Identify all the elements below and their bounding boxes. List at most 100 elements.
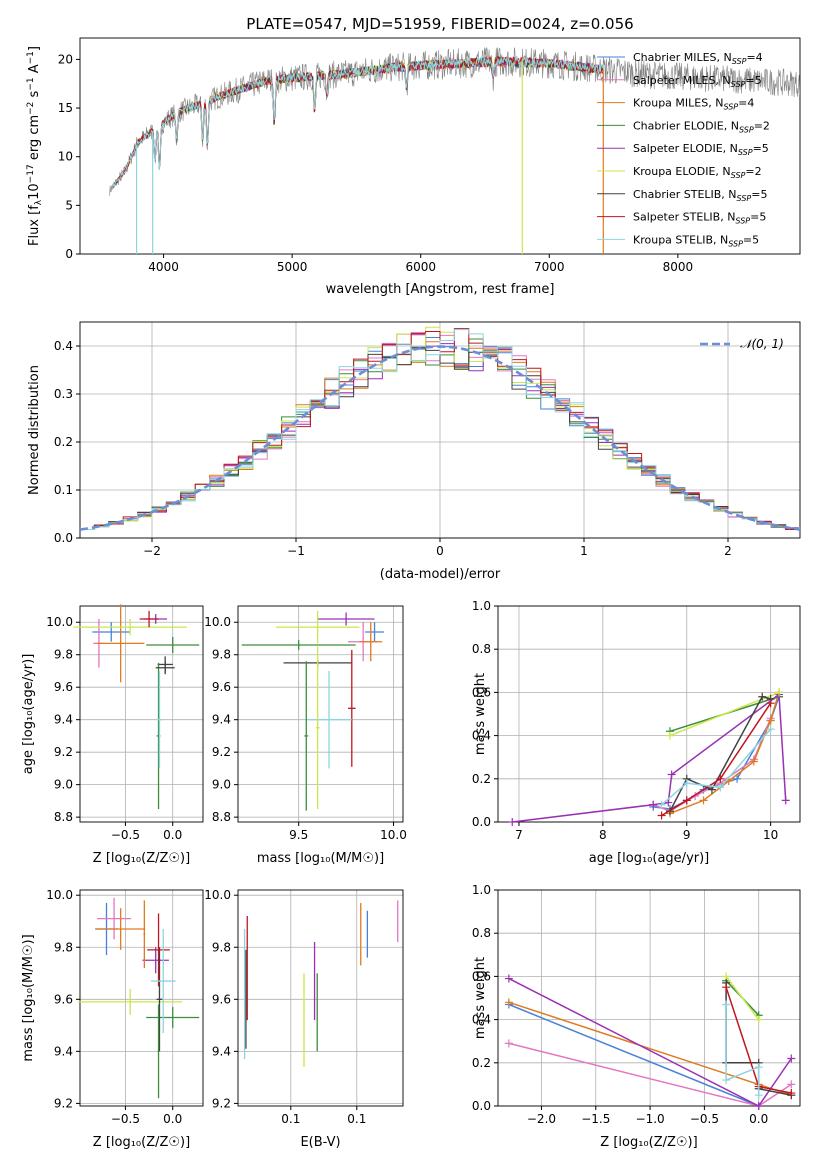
legend-label: Chabrier STELIB, NSSP=5: [633, 188, 767, 203]
y-axis-label-part: s: [27, 90, 42, 101]
weight-line: [652, 718, 772, 813]
legend-text: Kroupa ELODIE, N: [633, 165, 731, 178]
ytick-label: 0.0: [472, 1099, 491, 1113]
y-axis-label: mass weight: [473, 673, 488, 755]
legend-text: Salpeter MILES, N: [633, 74, 731, 87]
y-axis-label: Flux [fλ10−17 erg cm−2 s−1 A−1]: [26, 46, 44, 246]
legend-label: Chabrier MILES, NSSP=4: [633, 51, 763, 66]
weight-line: [725, 975, 760, 1021]
xtick-label: 0.1: [347, 1112, 366, 1126]
y-axis-label-part: 10: [27, 183, 42, 200]
weight-marker: [722, 983, 731, 992]
ytick-label: 10.0: [204, 888, 231, 902]
figure-title: PLATE=0547, MJD=51959, FIBERID=0024, z=0…: [246, 15, 633, 33]
weight-marker: [699, 796, 708, 805]
axes-frame: [237, 889, 404, 1107]
weight-marker: [766, 725, 775, 734]
axes-weight-vs-Z: −2.0 −1.5 −1.0 −0.5 0.0 0.0 0.2 0.4 0.6 0.8 1.0 Z […: [472, 883, 801, 1150]
ytick-label: 0.2: [54, 435, 73, 449]
xtick-label: −1.0: [636, 1112, 665, 1126]
xtick-label: 10: [763, 828, 778, 842]
xtick-label: −1.5: [581, 1112, 610, 1126]
weight-line: [725, 1004, 760, 1096]
weight-marker: [682, 779, 691, 788]
legend-label: Chabrier ELODIE, NSSP=2: [633, 119, 770, 134]
weight-marker: [781, 796, 790, 805]
y-axis-label-part: −17: [26, 164, 36, 183]
ytick-label: 15: [58, 101, 73, 115]
weight-marker: [504, 1039, 513, 1048]
model-spectrum-line: [111, 56, 604, 190]
ytick-label: 10.0: [46, 888, 73, 902]
x-axis-label: age [log₁₀(age/yr)]: [589, 851, 710, 866]
legend-sub: SSP: [737, 194, 752, 203]
legend-label: 𝒩(0, 1): [740, 337, 784, 351]
axes-frame: [79, 605, 204, 823]
legend-text: Kroupa MILES, N: [633, 97, 723, 110]
xtick-label: 0.0: [163, 828, 182, 842]
legend-eq: =4: [738, 97, 754, 110]
xtick-label: −0.5: [111, 828, 140, 842]
weight-marker: [722, 1076, 731, 1085]
ytick-label: 9.2: [212, 1096, 231, 1110]
legend-sub: SSP: [731, 80, 746, 89]
x-axis-label: Z [log₁₀(Z/Z☉)]: [93, 851, 190, 866]
ytick-label: 8.8: [54, 810, 73, 824]
weight-marker: [716, 774, 725, 783]
ytick-label: 0.1: [54, 483, 73, 497]
ytick-label: 1.0: [472, 883, 491, 897]
legend-text: Salpeter ELODIE, N: [633, 142, 738, 155]
xtick-label: −0.5: [111, 1112, 140, 1126]
y-axis-label: mass [log₁₀(M/M☉)]: [21, 934, 36, 1061]
xtick-label: 0.1: [281, 1112, 300, 1126]
y-axis-label-part: λ: [34, 199, 44, 205]
weight-marker: [787, 1054, 796, 1063]
axes-frame: [237, 605, 404, 823]
weight-line: [512, 693, 787, 823]
weight-marker: [657, 800, 666, 809]
xtick-label: −0.5: [690, 1112, 719, 1126]
y-axis-label-part: erg cm: [27, 115, 42, 164]
ytick-label: 0: [65, 247, 73, 261]
legend-label: Salpeter ELODIE, NSSP=5: [633, 142, 769, 157]
y-axis-label: age [log₁₀(age/yr)]: [21, 654, 36, 775]
legend-label: Kroupa STELIB, NSSP=5: [633, 233, 759, 248]
weight-marker: [722, 1000, 731, 1009]
axes-frame: [497, 605, 801, 823]
legend-sub: SSP: [739, 125, 754, 134]
axes-residuals: −2 −1 0 1 2 0.0 0.1 0.2 0.3 0.4 𝒩(0, 1) (data-model…: [27, 321, 801, 582]
ytick-label: 10: [58, 150, 73, 164]
ytick-label: 9.8: [54, 648, 73, 662]
axes-age-vs-mass: 9.5 10.0 8.8 9.0 9.2 9.4 9.6 9.8 10.0 mass [log₁₀…: [204, 605, 407, 866]
axes-spectrum: 4000 5000 6000 7000 8000 0 5 10 15 20 Chabrier MIL…: [26, 37, 801, 297]
xtick-label: 10.0: [380, 828, 407, 842]
weight-marker: [787, 1089, 796, 1098]
weight-marker: [716, 783, 725, 792]
legend-text: Salpeter STELIB, N: [633, 211, 735, 224]
ytick-label: 9.4: [212, 713, 231, 727]
ytick-label: 0.4: [472, 729, 491, 743]
xtick-label: −1: [287, 544, 305, 558]
xtick-label: 6000: [405, 260, 436, 274]
legend-text: Chabrier STELIB, N: [633, 188, 737, 201]
ytick-label: 9.2: [212, 745, 231, 759]
x-axis-label: wavelength [Angstrom, rest frame]: [326, 282, 555, 297]
xtick-label: 0: [436, 544, 444, 558]
ytick-label: 0.4: [472, 1013, 491, 1027]
ytick-label: 9.8: [54, 940, 73, 954]
weight-marker: [682, 796, 691, 805]
ytick-label: 8.8: [212, 810, 231, 824]
y-axis-label-part: −2: [26, 102, 36, 115]
weight-marker: [504, 974, 513, 983]
axes-frame: [79, 889, 204, 1107]
weight-line: [669, 692, 780, 815]
weight-marker: [766, 716, 775, 725]
legend-text: Chabrier MILES, N: [633, 51, 732, 64]
ytick-label: 9.8: [212, 648, 231, 662]
xtick-label: 0.0: [749, 1112, 768, 1126]
legend-eq: =5: [750, 211, 766, 224]
weight-marker: [754, 1015, 763, 1024]
ytick-label: 9.6: [54, 680, 73, 694]
ytick-label: 0.0: [472, 815, 491, 829]
ytick-label: 0.2: [472, 772, 491, 786]
